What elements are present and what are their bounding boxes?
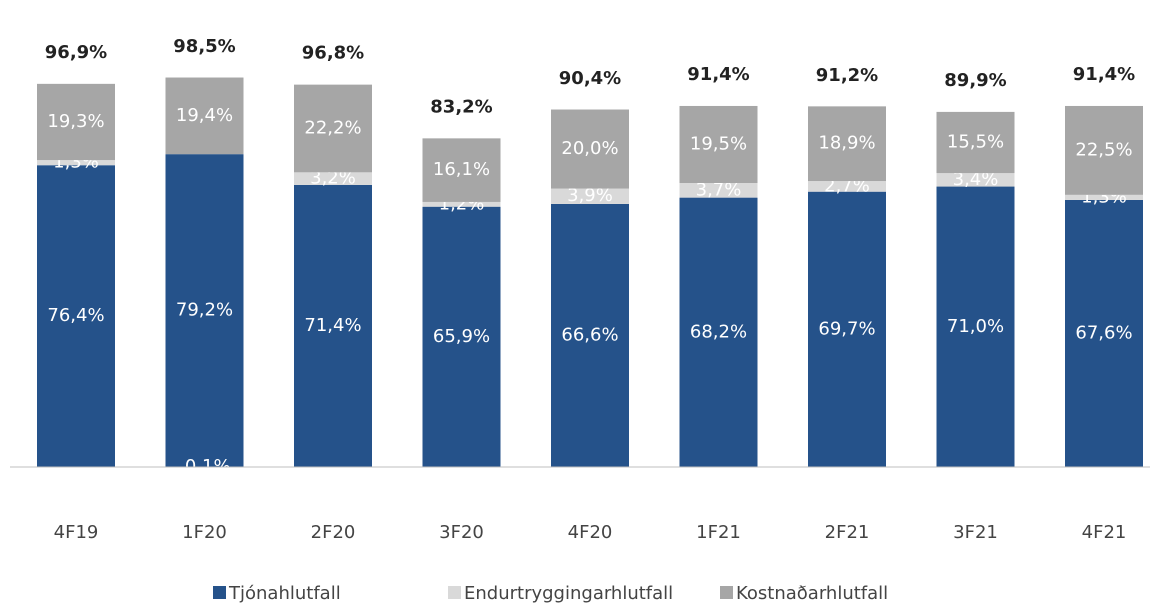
value-label: 18,9%	[818, 133, 875, 154]
total-label: 96,9%	[45, 42, 107, 63]
value-label: 68,2%	[690, 321, 747, 342]
value-label: 69,7%	[818, 318, 875, 339]
bar-segment	[294, 172, 372, 185]
bar-segment	[936, 186, 1015, 468]
bar-segment	[165, 77, 244, 155]
value-label: 20,0%	[561, 138, 618, 159]
bar-segment	[1065, 105, 1143, 195]
value-label: 22,2%	[304, 117, 361, 138]
bar-segment	[808, 191, 886, 467]
x-tick-label: 2F21	[825, 522, 870, 543]
total-label: 91,4%	[687, 64, 749, 85]
total-label: 91,2%	[816, 65, 878, 86]
value-label: 3,2%	[310, 168, 356, 189]
value-label: 71,4%	[304, 315, 361, 336]
value-label: 67,6%	[1075, 322, 1132, 343]
x-tick-label: 3F21	[953, 522, 998, 543]
bar-segment	[936, 111, 1015, 174]
value-label: 16,1%	[433, 159, 490, 180]
value-label: 19,3%	[47, 111, 104, 132]
bar-segment	[679, 105, 758, 183]
total-label: 96,8%	[302, 43, 364, 64]
bar-segment	[1065, 199, 1143, 468]
total-label: 83,2%	[430, 96, 492, 117]
legend-swatch	[448, 586, 461, 599]
bar-segment	[551, 203, 629, 467]
bar-segment	[808, 181, 886, 192]
x-tick-label: 1F21	[696, 522, 741, 543]
bar-segment	[422, 201, 501, 207]
value-label: 3,4%	[953, 169, 999, 190]
legend-label: Kostnaðarhlutfall	[736, 583, 888, 604]
bar-segment	[679, 197, 758, 468]
x-tick-label: 1F20	[182, 522, 227, 543]
x-tick-label: 4F21	[1082, 522, 1127, 543]
total-label: 98,5%	[173, 36, 235, 57]
x-tick-label: 3F20	[439, 522, 484, 543]
value-label: 15,5%	[947, 132, 1004, 153]
x-tick-label: 4F20	[568, 522, 613, 543]
bar-segment	[37, 83, 115, 161]
value-label: 71,0%	[947, 316, 1004, 337]
value-label: 3,9%	[567, 185, 613, 206]
bar-segment	[422, 206, 501, 467]
bar-segment	[37, 160, 115, 166]
bar-segment	[679, 182, 758, 198]
value-label: 66,6%	[561, 324, 618, 345]
total-label: 89,9%	[944, 70, 1006, 91]
bar-segment	[37, 165, 115, 467]
value-label: 22,5%	[1075, 139, 1132, 160]
value-label: 76,4%	[47, 305, 104, 326]
legend-swatch	[213, 586, 226, 599]
bar-segment	[1065, 194, 1143, 200]
total-label: 90,4%	[559, 68, 621, 89]
legend-label: Endurtryggingarhlutfall	[464, 583, 673, 604]
x-tick-label: 2F20	[311, 522, 356, 543]
x-tick-label: 4F19	[54, 522, 99, 543]
bar-segment	[551, 109, 629, 189]
bar-segment	[808, 106, 886, 182]
bar-segment	[165, 154, 244, 467]
legend-swatch	[720, 586, 733, 599]
bar-segment	[936, 173, 1015, 187]
bar-segment	[294, 184, 372, 467]
value-label: 19,4%	[176, 105, 233, 126]
value-label: 79,2%	[176, 300, 233, 321]
value-label: 3,7%	[696, 179, 742, 200]
total-label: 91,4%	[1073, 64, 1135, 85]
value-label: 19,5%	[690, 133, 747, 154]
bar-segment	[551, 188, 629, 204]
bar-segment	[422, 138, 501, 202]
legend-label: Tjónahlutfall	[228, 583, 341, 604]
bar-segment	[294, 84, 372, 173]
value-label: 65,9%	[433, 326, 490, 347]
